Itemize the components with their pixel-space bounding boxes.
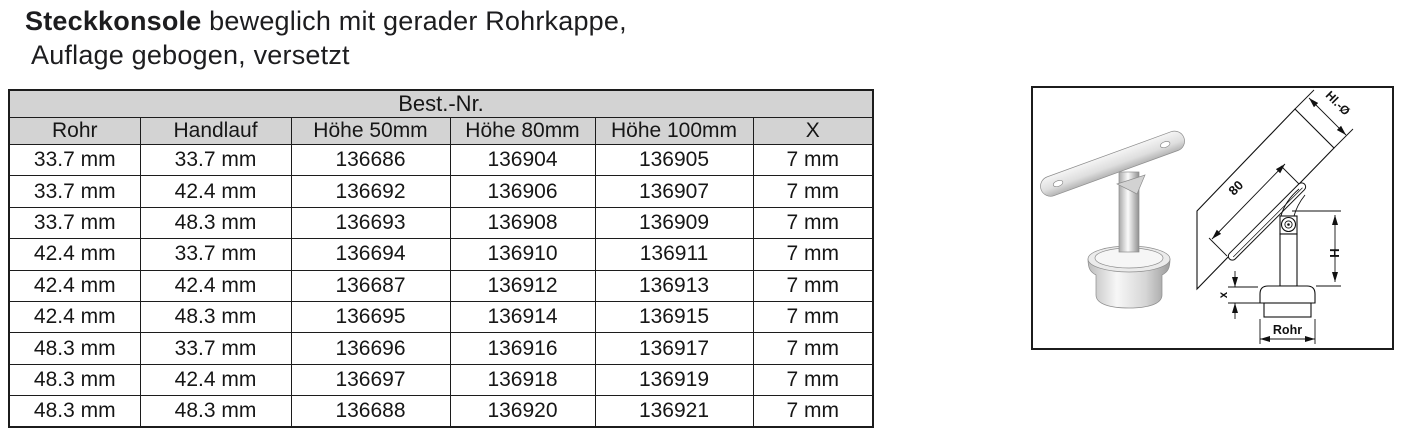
table-row: 42.4 mm 48.3 mm 136695 136914 136915 7 m… bbox=[8, 300, 874, 334]
tube-cap-body bbox=[1087, 258, 1171, 309]
table-cell: 136910 bbox=[449, 238, 596, 271]
table-cell: 42.4 mm bbox=[139, 175, 292, 208]
table-row: 33.7 mm 42.4 mm 136692 136906 136907 7 m… bbox=[8, 175, 874, 208]
cap-flange bbox=[1259, 285, 1316, 304]
table-cell: 136909 bbox=[594, 206, 754, 240]
table-cell: 136913 bbox=[594, 269, 754, 302]
column-header-hoehe-80: Höhe 80mm bbox=[449, 117, 596, 145]
table-row: 48.3 mm 33.7 mm 136696 136916 136917 7 m… bbox=[8, 332, 874, 365]
page-title-line1: Steckkonsole beweglich mit gerader Rohrk… bbox=[25, 4, 627, 38]
table-cell: 136918 bbox=[449, 363, 596, 397]
saddle-plate bbox=[1040, 130, 1185, 197]
table-row: 42.4 mm 33.7 mm 136694 136910 136911 7 m… bbox=[8, 238, 874, 271]
table-cell: 42.4 mm bbox=[8, 269, 141, 302]
product-name: Steckkonsole bbox=[25, 6, 202, 36]
column-header-handlauf: Handlauf bbox=[139, 117, 292, 145]
table-cell: 136695 bbox=[290, 300, 451, 334]
table-cell: 33.7 mm bbox=[139, 332, 292, 365]
table-cell: 7 mm bbox=[752, 143, 874, 177]
table-cell: 33.7 mm bbox=[8, 206, 141, 240]
table-cell: 136693 bbox=[290, 206, 451, 240]
page-title-line2: Auflage gebogen, versetzt bbox=[31, 40, 350, 70]
table-cell: 136696 bbox=[290, 332, 451, 365]
column-header-rohr: Rohr bbox=[8, 117, 141, 145]
post-outline bbox=[1279, 233, 1298, 287]
column-header-hoehe-50: Höhe 50mm bbox=[290, 117, 451, 145]
table-cell: 42.4 mm bbox=[8, 300, 141, 334]
page-title: Steckkonsole beweglich mit gerader Rohrk… bbox=[25, 4, 627, 72]
table-cell: 136919 bbox=[594, 363, 754, 397]
table-row: 48.3 mm 42.4 mm 136697 136918 136919 7 m… bbox=[8, 363, 874, 397]
pivot-joint-dot bbox=[1287, 223, 1290, 226]
column-header-hoehe-100: Höhe 100mm bbox=[594, 117, 754, 145]
table-row: 42.4 mm 42.4 mm 136687 136912 136913 7 m… bbox=[8, 269, 874, 302]
bracket-line-drawing bbox=[1196, 108, 1335, 318]
table-cell: 136917 bbox=[594, 332, 754, 365]
table-cell: 7 mm bbox=[752, 269, 874, 302]
table-cell: 7 mm bbox=[752, 175, 874, 208]
table-cell: 136908 bbox=[449, 206, 596, 240]
table-cell: 42.4 mm bbox=[8, 238, 141, 271]
table-cell: 136915 bbox=[594, 300, 754, 334]
table-cell: 33.7 mm bbox=[139, 143, 292, 177]
table-cell: 7 mm bbox=[752, 363, 874, 397]
table-cell: 136906 bbox=[449, 175, 596, 208]
table-span-header-row: Best.-Nr. bbox=[8, 89, 874, 118]
table-cell: 33.7 mm bbox=[8, 175, 141, 208]
table-cell: 136697 bbox=[290, 363, 451, 397]
table-cell: 136920 bbox=[449, 395, 596, 428]
table-cell: 48.3 mm bbox=[8, 332, 141, 365]
dim-label-x: x bbox=[1218, 291, 1230, 298]
table-cell: 136912 bbox=[449, 269, 596, 302]
table-cell: 136688 bbox=[290, 395, 451, 428]
clamp-right bbox=[1293, 194, 1306, 217]
table-cell: 48.3 mm bbox=[139, 206, 292, 240]
table-cell: 48.3 mm bbox=[139, 300, 292, 334]
table-cell: 136907 bbox=[594, 175, 754, 208]
order-number-table: Best.-Nr. Rohr Handlauf Höhe 50mm Höhe 8… bbox=[8, 89, 875, 429]
product-description: beweglich mit gerader Rohrkappe, bbox=[201, 6, 627, 36]
table-cell: 7 mm bbox=[752, 206, 874, 240]
table-cell: 136916 bbox=[449, 332, 596, 365]
table-row: 33.7 mm 33.7 mm 136686 136904 136905 7 m… bbox=[8, 143, 874, 177]
table-cell: 136694 bbox=[290, 238, 451, 271]
table-cell: 33.7 mm bbox=[8, 143, 141, 177]
dim-label-rohr: Rohr bbox=[1273, 323, 1302, 337]
table-row: 33.7 mm 48.3 mm 136693 136908 136909 7 m… bbox=[8, 206, 874, 240]
bracket-3d-render bbox=[1040, 130, 1185, 309]
dim-label-h: H bbox=[1327, 248, 1342, 257]
plate-hole-right bbox=[1160, 141, 1171, 149]
table-cell: 7 mm bbox=[752, 238, 874, 271]
span-header-best-nr: Best.-Nr. bbox=[8, 89, 874, 118]
table-cell: 136921 bbox=[594, 395, 754, 428]
table-cell: 136686 bbox=[290, 143, 451, 177]
table-row: 48.3 mm 48.3 mm 136688 136920 136921 7 m… bbox=[8, 395, 874, 428]
table-cell: 136905 bbox=[594, 143, 754, 177]
table-cell: 42.4 mm bbox=[139, 269, 292, 302]
table-cell: 42.4 mm bbox=[139, 363, 292, 397]
table-cell: 7 mm bbox=[752, 300, 874, 334]
table-cell: 136904 bbox=[449, 143, 596, 177]
table-cell: 33.7 mm bbox=[139, 238, 292, 271]
table-cell: 136687 bbox=[290, 269, 451, 302]
table-cell: 136692 bbox=[290, 175, 451, 208]
table-column-header-row: Rohr Handlauf Höhe 50mm Höhe 80mm Höhe 1… bbox=[8, 117, 874, 145]
cap-tube bbox=[1263, 302, 1312, 318]
table-cell: 48.3 mm bbox=[139, 395, 292, 428]
table-cell: 7 mm bbox=[752, 332, 874, 365]
table-cell: 48.3 mm bbox=[8, 395, 141, 428]
table-cell: 48.3 mm bbox=[8, 363, 141, 397]
bracket-technical-drawing: 80 Hl.-Ø H x Rohr bbox=[1040, 88, 1354, 344]
dim-label-hl-diameter: Hl.-Ø bbox=[1323, 88, 1353, 118]
product-illustration: 80 Hl.-Ø H x Rohr bbox=[1031, 86, 1394, 350]
table-cell: 136911 bbox=[594, 238, 754, 271]
table-cell: 7 mm bbox=[752, 395, 874, 428]
table-cell: 136914 bbox=[449, 300, 596, 334]
column-header-x: X bbox=[752, 117, 874, 145]
plate-hole-left bbox=[1052, 180, 1064, 188]
handrail-plane bbox=[1196, 108, 1335, 291]
plate-support bbox=[1116, 174, 1146, 195]
